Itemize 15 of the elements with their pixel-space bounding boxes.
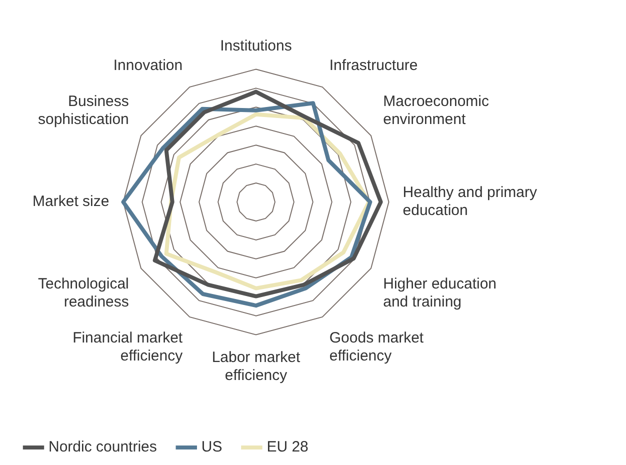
- spoke-label: Business sophistication: [38, 92, 129, 128]
- spoke-label: Higher education and training: [383, 276, 497, 311]
- spoke-label: Labor market efficiency: [212, 348, 302, 384]
- spoke-label: Institutions: [220, 37, 292, 54]
- spoke-label: Healthy and primary education: [402, 184, 538, 220]
- spoke-label: Goods market efficiency: [329, 329, 424, 364]
- spoke-label: Innovation: [113, 57, 183, 74]
- spoke-label: Infrastructure: [329, 57, 418, 74]
- spoke-label: Technological readiness: [38, 276, 129, 311]
- legend-label: Nordic countries: [48, 438, 157, 456]
- spoke-label: Financial market efficiency: [72, 329, 184, 364]
- spoke-label: Market size: [32, 193, 110, 210]
- legend-label: EU 28: [266, 438, 308, 456]
- legend-label: US: [201, 438, 222, 456]
- spoke-label: Macroeconomic environment: [383, 92, 490, 128]
